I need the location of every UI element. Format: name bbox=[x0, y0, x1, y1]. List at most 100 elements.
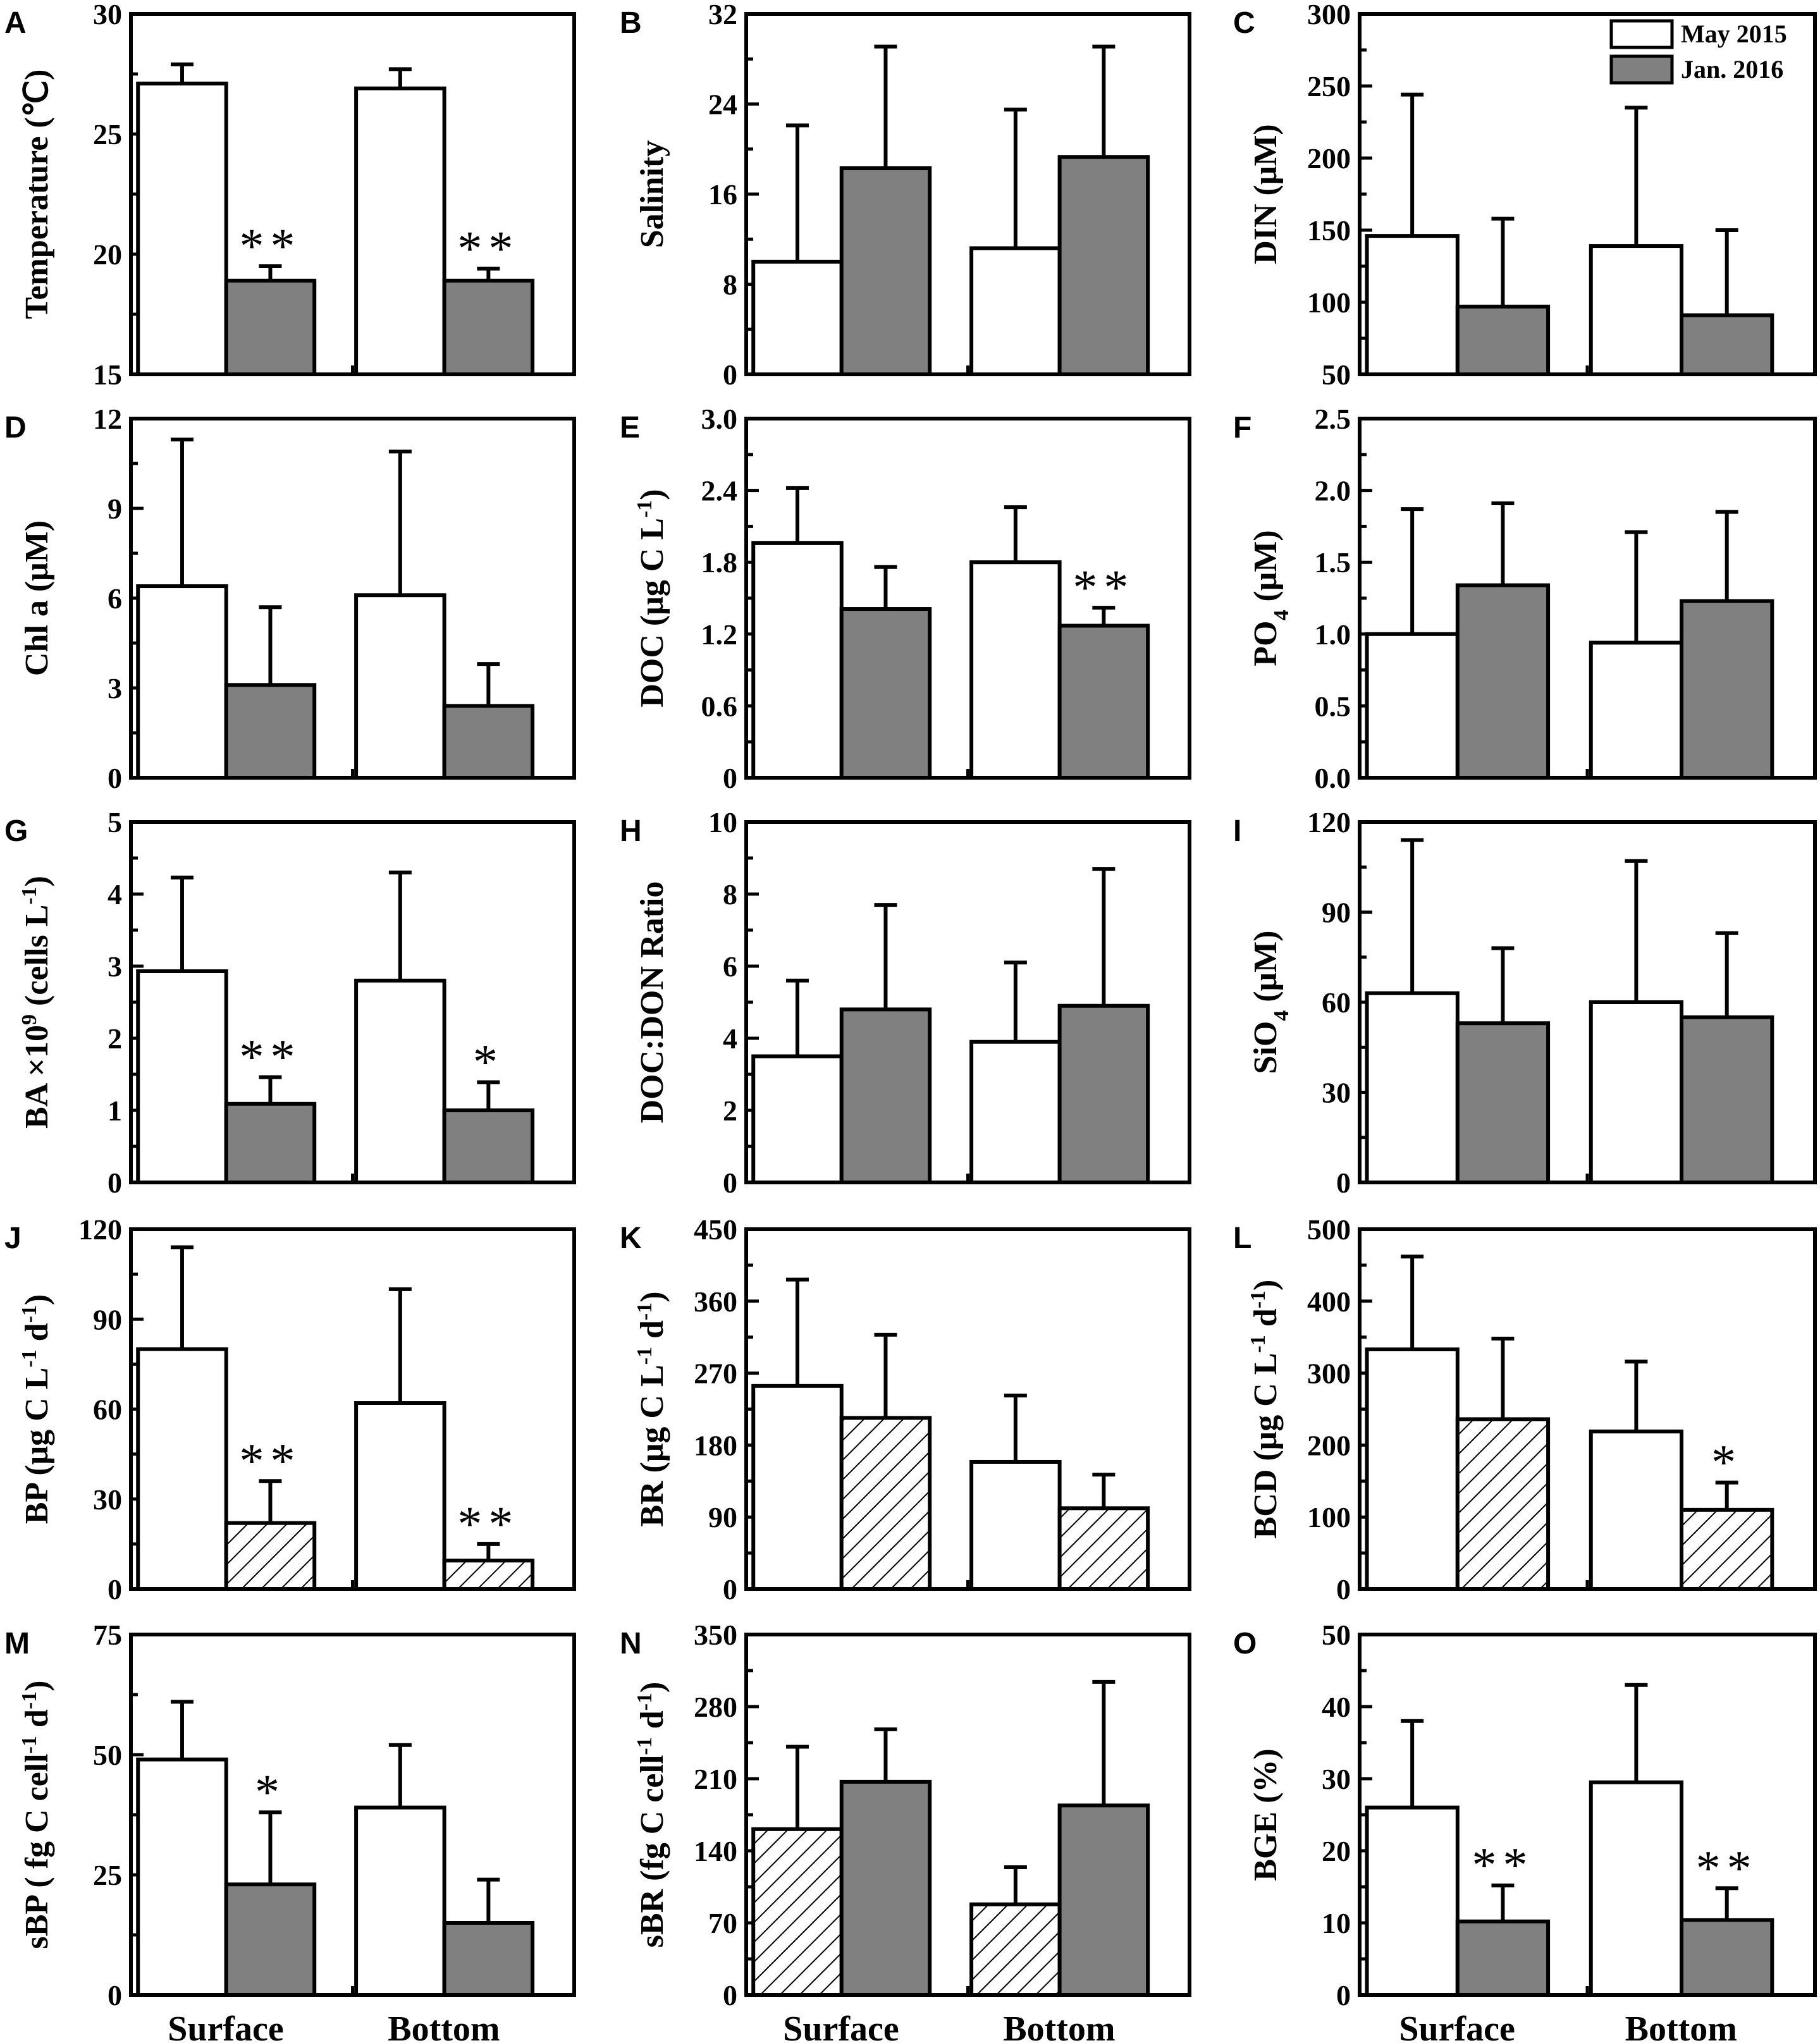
panel-a-significance-marker: ** bbox=[239, 218, 301, 273]
panel-l-bar-bottom-may-2015 bbox=[1589, 1429, 1684, 1592]
panel-c-letter: C bbox=[1233, 6, 1255, 40]
panel-i-bar-surface-may-2015 bbox=[1365, 991, 1460, 1184]
panel-o-ytick-label: 10 bbox=[1322, 1907, 1351, 1939]
panel-c: 50 100 150 200 250 300 C DIN (μM) bbox=[1233, 0, 1817, 391]
panel-d-ytick-label: 9 bbox=[108, 493, 122, 525]
panel-f-ytick-label: 1.5 bbox=[1315, 546, 1351, 579]
panel-g-ytick-label: 4 bbox=[108, 878, 122, 911]
panel-f-letter: F bbox=[1233, 411, 1251, 445]
panel-n-ytick-label: 0 bbox=[723, 1979, 737, 2011]
panel-n-ylabel: sBR (fg C cell-1 d-1) bbox=[633, 1682, 671, 1948]
panel-m-significance-marker: * bbox=[255, 1764, 286, 1819]
panel-k-bar-surface-jan-2016 bbox=[839, 1416, 932, 1592]
panel-g-bar-surface-may-2015 bbox=[136, 969, 228, 1184]
panel-o-ylabel: BGE (%) bbox=[1248, 1748, 1284, 1880]
panel-j-ytick-label: 120 bbox=[78, 1213, 122, 1246]
panel-n-ytick-label: 70 bbox=[708, 1907, 737, 1939]
panel-f-bar-surface-may-2015 bbox=[1365, 632, 1460, 780]
panel-h-ytick-label: 2 bbox=[723, 1095, 737, 1127]
panel-l-bar-bottom-jan-2016 bbox=[1680, 1507, 1774, 1592]
panel-d-bar-surface-may-2015 bbox=[136, 584, 228, 780]
panel-m-ytick-label: 0 bbox=[108, 1979, 122, 2011]
panel-f-ytick-label: 0.0 bbox=[1315, 762, 1351, 794]
panel-e-bar-surface-may-2015 bbox=[751, 541, 844, 780]
panel-k-ylabel: BR (μg C L-1 d-1) bbox=[633, 1291, 671, 1526]
panel-c-bar-bottom-jan-2016 bbox=[1680, 313, 1774, 376]
panel-n-letter: N bbox=[620, 1627, 642, 1660]
panel-e: 0 0.6 1.2 1.8 2.4 3.0 E DOC (μg C L-1) ** bbox=[620, 403, 1191, 794]
panel-d-ytick-label: 6 bbox=[108, 582, 122, 615]
panel-c-bar-bottom-may-2015 bbox=[1589, 244, 1684, 376]
panel-m-bar-bottom-may-2015 bbox=[354, 1805, 446, 1997]
panel-g-letter: G bbox=[4, 814, 28, 848]
panel-o-ytick-label: 50 bbox=[1322, 1619, 1351, 1651]
legend: May 2015 Jan. 2016 bbox=[1609, 19, 1787, 85]
panel-o-ytick-label: 40 bbox=[1322, 1691, 1351, 1723]
panel-l-significance-marker: * bbox=[1711, 1435, 1742, 1490]
panel-d-letter: D bbox=[4, 411, 27, 445]
panel-e-letter: E bbox=[620, 411, 640, 445]
panel-d-ytick-label: 3 bbox=[108, 672, 122, 704]
panel-m-xlabel-surface: Surface bbox=[168, 2009, 284, 2043]
panel-h-ytick-label: 8 bbox=[723, 878, 737, 911]
panel-g-ytick-label: 3 bbox=[108, 950, 122, 983]
panel-k-bar-surface-may-2015 bbox=[751, 1383, 844, 1591]
panel-j-ytick-label: 60 bbox=[93, 1394, 122, 1426]
panel-j-significance-marker: ** bbox=[457, 1496, 519, 1551]
panel-g-bar-surface-jan-2016 bbox=[224, 1101, 317, 1184]
panel-f-ytick-label: 2.5 bbox=[1315, 403, 1351, 435]
panel-e-bar-surface-jan-2016 bbox=[839, 607, 932, 780]
panel-g-ytick-label: 5 bbox=[108, 806, 122, 838]
panel-i-bar-bottom-may-2015 bbox=[1589, 1000, 1684, 1184]
panel-b-bar-surface-jan-2016 bbox=[839, 166, 932, 376]
panel-h-ytick-label: 0 bbox=[723, 1167, 737, 1199]
panel-c-ylabel: DIN (μM) bbox=[1248, 124, 1284, 264]
panel-a-bar-surface-may-2015 bbox=[136, 82, 228, 376]
panel-e-ytick-label: 1.8 bbox=[701, 546, 738, 579]
panel-i-ytick-label: 0 bbox=[1336, 1167, 1351, 1199]
panel-o-ytick-label: 0 bbox=[1336, 1979, 1351, 2011]
legend-label-jan-2016: Jan. 2016 bbox=[1681, 55, 1783, 83]
panel-o-significance-marker: ** bbox=[1472, 1837, 1534, 1893]
panel-d-bar-bottom-may-2015 bbox=[354, 593, 446, 780]
panel-o-letter: O bbox=[1233, 1627, 1257, 1660]
panel-e-significance-marker: ** bbox=[1073, 560, 1134, 615]
panel-a-ytick-label: 25 bbox=[93, 118, 122, 150]
panel-b-ytick-label: 8 bbox=[723, 269, 737, 301]
panel-e-ytick-label: 3.0 bbox=[701, 403, 738, 435]
panel-d-ytick-label: 0 bbox=[108, 762, 122, 794]
legend-label-may-2015: May 2015 bbox=[1681, 20, 1787, 48]
panel-a-ytick-label: 20 bbox=[93, 238, 122, 271]
panel-g-bar-bottom-may-2015 bbox=[354, 978, 446, 1185]
panel-f-ytick-label: 0.5 bbox=[1315, 690, 1351, 722]
panel-a-ylabel: Temperature (℃) bbox=[19, 70, 55, 319]
panel-c-ytick-label: 50 bbox=[1322, 359, 1351, 391]
panel-i-ytick-label: 90 bbox=[1322, 897, 1351, 929]
panel-l-ytick-label: 300 bbox=[1307, 1358, 1351, 1390]
panel-d-bar-surface-jan-2016 bbox=[224, 683, 317, 780]
panel-l-letter: L bbox=[1233, 1222, 1251, 1255]
panel-o-ytick-label: 30 bbox=[1322, 1763, 1351, 1795]
panel-i-ytick-label: 30 bbox=[1322, 1077, 1351, 1109]
panel-b-ytick-label: 32 bbox=[708, 0, 737, 30]
panel-e-ylabel: DOC (μg C L-1) bbox=[633, 489, 671, 707]
panel-a-significance-marker: ** bbox=[457, 221, 519, 276]
panel-l-bar-surface-jan-2016 bbox=[1455, 1417, 1551, 1591]
panel-i-ylabel: SiO4 (μM) bbox=[1248, 930, 1293, 1074]
panel-d-ytick-label: 12 bbox=[93, 403, 122, 435]
panel-g-significance-marker: * bbox=[473, 1034, 504, 1089]
panel-j: 0 30 60 90 120 J BP (μg C L-1 d-1) ** ** bbox=[4, 1213, 576, 1605]
panel-m-ytick-label: 75 bbox=[93, 1619, 122, 1651]
panel-m-ytick-label: 50 bbox=[93, 1739, 122, 1771]
panel-f-ylabel: PO4 (μM) bbox=[1248, 530, 1293, 666]
panel-i-bar-surface-jan-2016 bbox=[1455, 1021, 1551, 1184]
panel-k-ytick-label: 450 bbox=[694, 1213, 737, 1246]
panel-h-ytick-label: 6 bbox=[723, 950, 737, 983]
panel-k-bar-bottom-jan-2016 bbox=[1057, 1506, 1150, 1591]
panel-o-xlabel-surface: Surface bbox=[1399, 2009, 1515, 2043]
panel-b-ytick-label: 0 bbox=[723, 359, 737, 391]
panel-e-bar-bottom-may-2015 bbox=[969, 560, 1062, 780]
